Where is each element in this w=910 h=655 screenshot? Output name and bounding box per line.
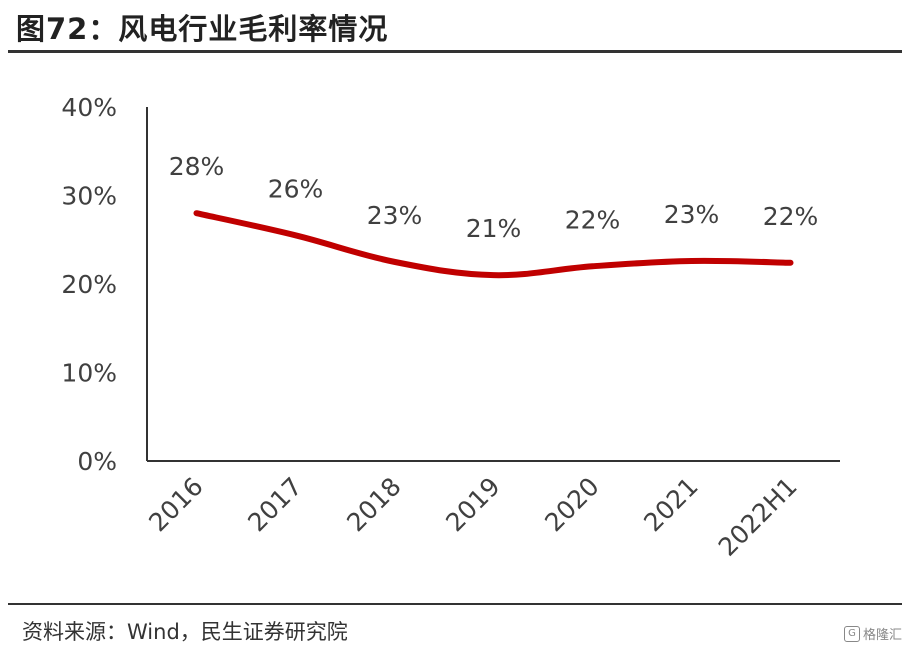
data-label: 23% — [664, 200, 720, 229]
axes — [146, 107, 840, 462]
y-tick-label: 20% — [61, 270, 117, 299]
data-label: 23% — [367, 201, 423, 230]
y-tick-label: 0% — [77, 447, 117, 476]
y-tick-label: 30% — [61, 182, 117, 211]
x-tick-label: 2016 — [143, 472, 208, 537]
footer-divider — [8, 603, 902, 605]
data-label: 28% — [169, 152, 225, 181]
watermark-text: 格隆汇 — [862, 628, 902, 643]
chart-title: 图72：风电行业毛利率情况 — [16, 12, 389, 46]
x-tick-label: 2019 — [440, 472, 505, 537]
watermark-logo-icon: G — [843, 625, 860, 642]
watermark: G 格隆汇 — [843, 624, 902, 643]
y-tick-label: 40% — [61, 93, 117, 122]
series-line — [193, 210, 794, 279]
y-tick-labels: 0% 10% 20% 30% 40% — [61, 93, 117, 476]
title-divider — [8, 50, 902, 53]
data-label: 22% — [763, 202, 819, 231]
x-tick-labels: 2016 2017 2018 2019 2020 2021 2022H1 — [143, 472, 802, 562]
line-chart: 0%10%20%30%40% 2016 2017 2018 2019 2020 2021 2… — [61, 93, 840, 562]
x-tick-label: 2022H1 — [713, 472, 803, 562]
data-label: 21% — [466, 214, 522, 243]
data-label: 26% — [268, 174, 324, 203]
data-label: 22% — [565, 205, 621, 234]
source-note: 资料来源：Wind，民生证券研究院 — [22, 620, 348, 644]
x-tick-label: 2021 — [638, 472, 703, 537]
y-tick-label: 10% — [61, 359, 117, 388]
x-tick-label: 2020 — [539, 472, 604, 537]
x-tick-label: 2017 — [242, 472, 307, 537]
data-labels: 28% 26% 23% 21% 22% 23% 22% — [169, 152, 819, 243]
x-tick-label: 2018 — [341, 472, 406, 537]
